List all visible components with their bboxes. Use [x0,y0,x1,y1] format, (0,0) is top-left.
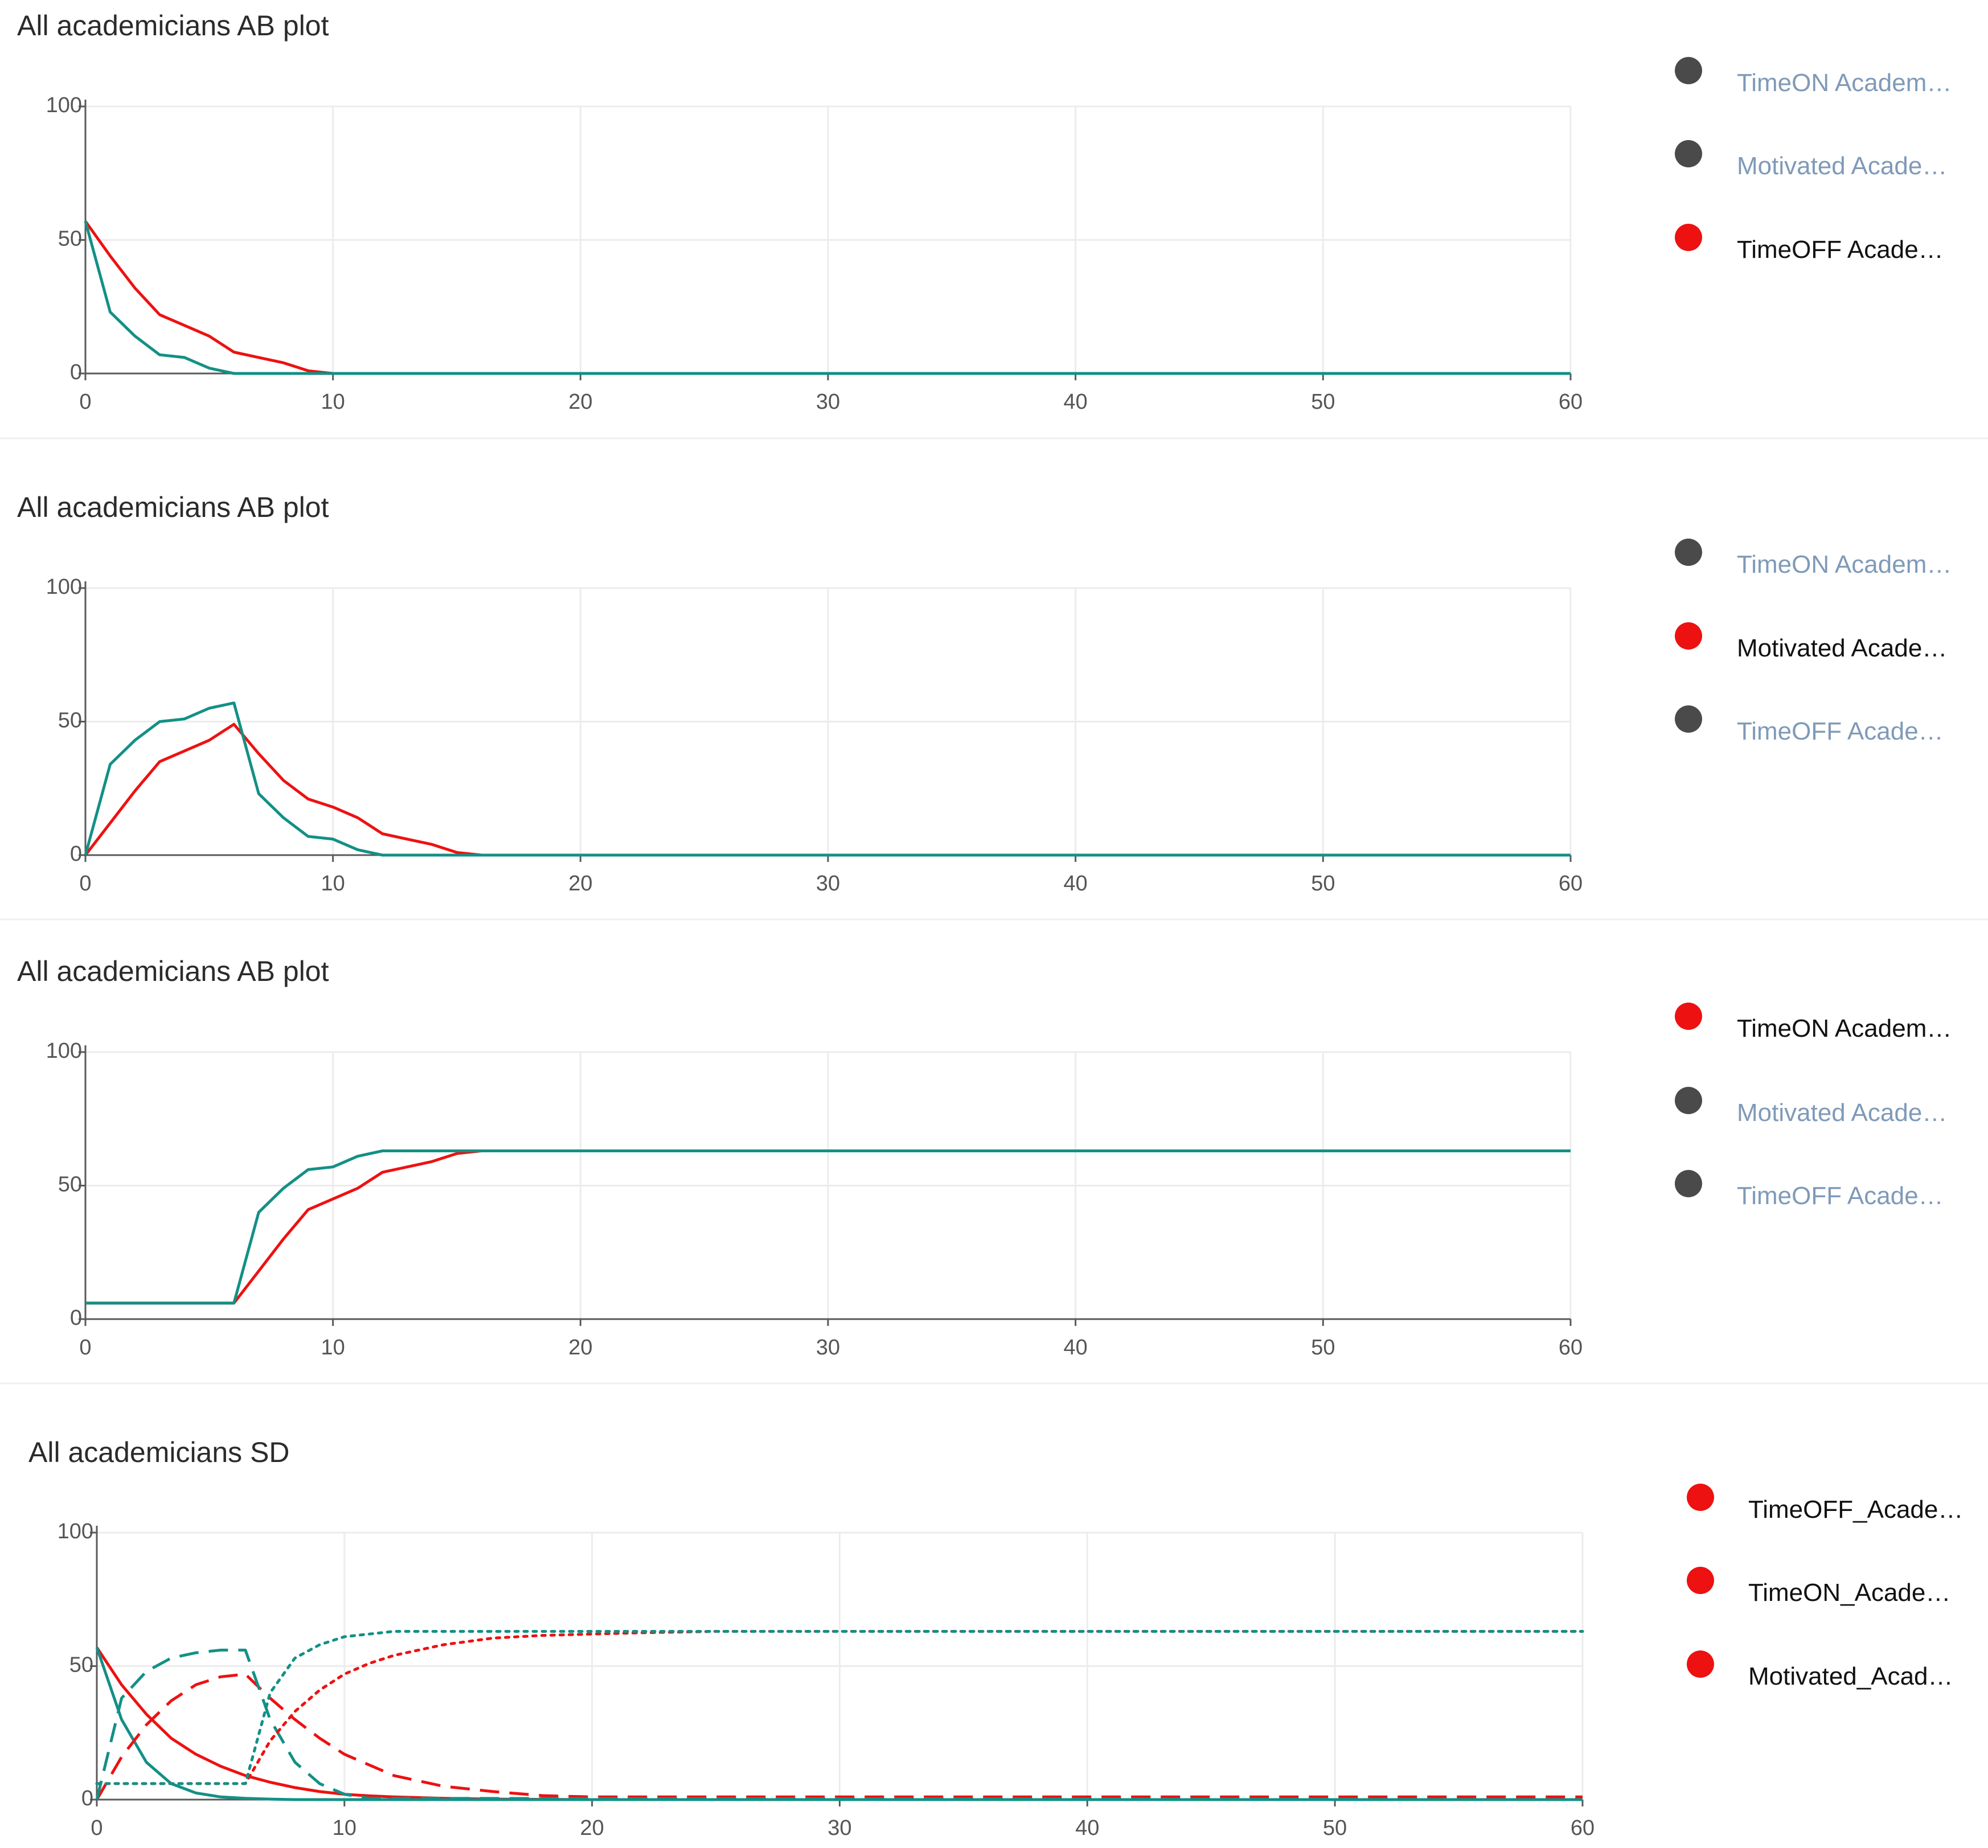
legend-item[interactable]: TimeOFF Acade… [1675,705,1944,745]
legend-item[interactable]: TimeOFF Acade… [1675,1170,1944,1210]
y-tick-label: 0 [70,1306,82,1330]
series-line-teal-solid [85,1149,1571,1305]
legend-item[interactable]: Motivated_Acad… [1687,1650,1953,1690]
chart-panel-2: All academicians AB plot 0 10 20 30 40 50 60 0 50… [0,491,1988,921]
y-tick-label: 0 [70,360,82,384]
series-line-teal-solid [84,221,1571,375]
legend-item[interactable]: Motivated Acade… [1675,1087,1947,1127]
legend-item[interactable]: Motivated Acade… [1675,622,1947,662]
x-tick-label: 30 [827,1816,851,1840]
y-tick-label: 50 [69,1653,93,1677]
legend-label[interactable]: Motivated Acade… [1737,1099,1947,1127]
x-tick-label: 30 [816,390,840,414]
legend-item[interactable]: TimeON_Acade… [1687,1567,1950,1607]
legend-label[interactable]: TimeON_Acade… [1748,1579,1950,1607]
legend-item[interactable]: Motivated Acade… [1675,140,1947,180]
legend-label[interactable]: TimeON Academ… [1737,1015,1952,1042]
legend-dot-icon[interactable] [1675,622,1702,650]
x-tick-label: 50 [1311,390,1335,414]
legend-item[interactable]: TimeOFF_Acade… [1687,1484,1963,1523]
y-tick-label: 0 [81,1787,93,1810]
legend-label[interactable]: TimeOFF Acade… [1737,717,1944,745]
legend-label[interactable]: Motivated Acade… [1737,152,1947,180]
x-tick-label: 30 [816,1336,840,1360]
legend-label[interactable]: Motivated Acade… [1737,634,1947,662]
legend-label[interactable]: TimeON Academ… [1737,69,1952,97]
x-tick-label: 60 [1571,1816,1595,1840]
chart-panel-4: All academicians SD 0 10 20 30 40 50 60 0 50 100 Ti… [28,1436,1963,1840]
legend-dot-icon[interactable] [1675,57,1702,84]
legend-dot-icon[interactable] [1675,224,1702,251]
x-tick-label: 10 [321,390,345,414]
x-tick-label: 30 [816,872,840,896]
chart-panel-1: All academicians AB plot 0 10 20 30 40 50 60 0 50… [0,10,1988,440]
legend-dot-icon[interactable] [1675,1087,1702,1114]
x-tick-label: 60 [1559,390,1583,414]
y-tick-label: 50 [58,709,82,733]
legend-item[interactable]: TimeOFF Acade… [1675,224,1944,264]
legend-item[interactable]: TimeON Academ… [1675,1003,1952,1042]
legend-item[interactable]: TimeON Academ… [1675,57,1952,97]
legend-dot-icon[interactable] [1687,1567,1714,1594]
x-tick-label: 50 [1323,1816,1347,1840]
x-tick-label: 10 [333,1816,356,1840]
legend-dot-icon[interactable] [1675,705,1702,733]
chart-title: All academicians AB plot [17,10,329,42]
legend-dot-icon[interactable] [1687,1484,1714,1511]
legend-dot-icon[interactable] [1675,140,1702,167]
series-line-red-dotted [95,1630,1584,1785]
y-tick-label: 100 [46,1039,82,1063]
series-line-teal-solid [84,701,1571,857]
legend-dot-icon[interactable] [1687,1650,1714,1678]
x-tick-label: 20 [568,390,592,414]
x-tick-label: 20 [568,872,592,896]
legend-label[interactable]: Motivated_Acad… [1748,1662,1953,1690]
chart-title: All academicians AB plot [17,491,329,523]
x-tick-label: 50 [1311,872,1335,896]
legend-item[interactable]: TimeON Academ… [1675,539,1952,578]
chart-title: All academicians SD [28,1436,290,1468]
chart-title: All academicians AB plot [17,955,329,987]
legend-label[interactable]: TimeOFF Acade… [1737,1182,1944,1210]
legend-label[interactable]: TimeOFF Acade… [1737,236,1944,264]
x-tick-label: 40 [1064,1336,1088,1360]
x-tick-label: 40 [1064,872,1088,896]
x-tick-label: 50 [1311,1336,1335,1360]
legend-label[interactable]: TimeON Academ… [1737,551,1952,578]
y-tick-label: 50 [58,1173,82,1197]
x-tick-label: 0 [79,1336,91,1360]
series-line-red-solid [85,1149,1571,1305]
x-tick-label: 0 [79,872,91,896]
legend-dot-icon[interactable] [1675,1170,1702,1197]
y-tick-label: 50 [58,227,82,251]
x-tick-label: 20 [580,1816,604,1840]
legend-dot-icon[interactable] [1675,1003,1702,1030]
x-tick-label: 60 [1559,1336,1583,1360]
x-tick-label: 40 [1064,390,1088,414]
legend-label[interactable]: TimeOFF_Acade… [1748,1496,1963,1523]
x-tick-label: 10 [321,1336,345,1360]
x-tick-label: 20 [568,1336,592,1360]
x-tick-label: 0 [91,1816,103,1840]
y-tick-label: 100 [46,93,82,117]
legend-dot-icon[interactable] [1675,539,1702,566]
y-tick-label: 100 [58,1520,93,1543]
x-tick-label: 60 [1559,872,1583,896]
chart-panel-3: All academicians AB plot 0 10 20 30 40 50 60 0 50… [0,955,1988,1385]
series-line-red-solid [84,722,1571,857]
series-line-teal-dashed [95,1648,1583,1801]
x-tick-label: 0 [79,390,91,414]
x-tick-label: 10 [321,872,345,896]
x-tick-label: 40 [1075,1816,1099,1840]
y-tick-label: 0 [70,842,82,866]
series-line-red-solid [84,220,1571,375]
series-line-teal-dotted [95,1630,1584,1785]
series-line-red-dashed [95,1673,1583,1801]
y-tick-label: 100 [46,575,82,599]
